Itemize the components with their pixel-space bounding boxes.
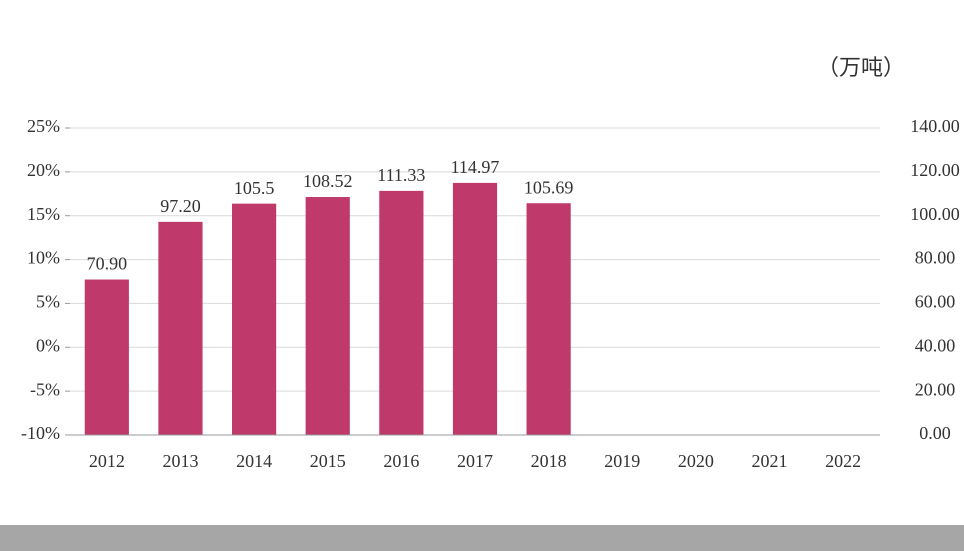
value-label: 111.33 [377, 165, 425, 185]
y-tick-label: 80.00 [915, 248, 956, 268]
y2-tick-label: 5% [36, 292, 60, 312]
bar [305, 197, 350, 435]
y-tick-label: 20.00 [915, 379, 956, 399]
y2-tick-label: -10% [21, 423, 60, 443]
x-tick-label: 2013 [162, 451, 198, 471]
y2-tick-label: 0% [36, 335, 60, 355]
y-tick-label: 100.00 [910, 204, 960, 224]
value-label: 97.20 [160, 196, 201, 216]
y2-tick-label: 15% [27, 204, 60, 224]
y2-tick-label: 25% [27, 116, 60, 136]
x-tick-label: 2016 [383, 451, 419, 471]
bar [526, 203, 571, 435]
x-tick-label: 2017 [457, 451, 493, 471]
x-tick-label: 2014 [236, 451, 272, 471]
y2-tick-label: 20% [27, 160, 60, 180]
x-tick-label: 2020 [678, 451, 714, 471]
y-tick-label: 120.00 [910, 160, 960, 180]
bar [452, 182, 498, 435]
value-label: 105.69 [524, 177, 574, 197]
bar [232, 203, 277, 435]
y-tick-label: 40.00 [915, 335, 956, 355]
x-tick-label: 2019 [604, 451, 640, 471]
y-tick-label: 60.00 [915, 292, 956, 312]
y-tick-label: 0.00 [919, 423, 951, 443]
bar [84, 279, 129, 435]
value-label: 108.52 [303, 171, 353, 191]
value-label: 114.97 [451, 157, 500, 177]
x-tick-label: 2022 [825, 451, 861, 471]
value-label: 105.5 [234, 178, 275, 198]
bar [379, 190, 424, 435]
x-tick-label: 2018 [531, 451, 567, 471]
x-tick-label: 2015 [310, 451, 346, 471]
unit-label: （万吨） [817, 55, 905, 80]
x-tick-label: 2012 [89, 451, 125, 471]
y2-tick-label: 10% [27, 248, 60, 268]
footer-bar [0, 525, 964, 551]
value-label: 70.90 [87, 254, 128, 274]
x-tick-label: 2021 [752, 451, 788, 471]
y-tick-label: 140.00 [910, 116, 960, 136]
y2-tick-label: -5% [30, 379, 60, 399]
bar [158, 221, 203, 435]
